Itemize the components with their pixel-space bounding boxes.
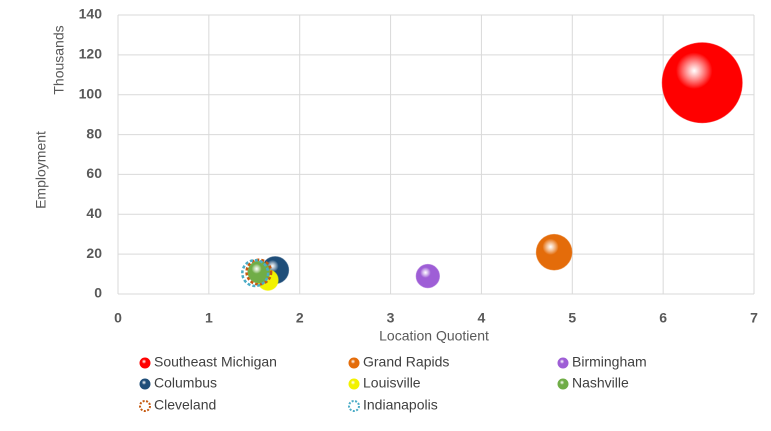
y-tick-label: 60: [86, 165, 102, 181]
bubble: [661, 42, 743, 124]
y-tick-label: 120: [79, 46, 103, 62]
legend-label: Nashville: [572, 375, 629, 391]
y-axis-label: Employment: [33, 131, 49, 209]
x-tick-label: 4: [478, 310, 486, 326]
legend-label: Grand Rapids: [363, 354, 449, 370]
x-tick-label: 5: [568, 310, 576, 326]
x-tick-label: 6: [659, 310, 667, 326]
y-tick-label: 100: [79, 85, 103, 101]
legend-marker: [139, 378, 151, 390]
legend-label: Birmingham: [572, 354, 647, 370]
x-tick-label: 2: [296, 310, 304, 326]
legend-label: Louisville: [363, 375, 421, 391]
x-tick-label: 7: [750, 310, 758, 326]
y-tick-label: 80: [86, 125, 102, 141]
y-tick-label: 20: [86, 245, 102, 261]
bubble: [535, 233, 573, 271]
legend-marker: [348, 400, 360, 412]
y-tick-label: 0: [94, 285, 102, 301]
y-tick-label: 140: [79, 6, 103, 22]
bubble: [415, 263, 440, 289]
legend-label: Indianapolis: [363, 397, 438, 413]
bubble: [245, 258, 273, 286]
legend-marker: [139, 400, 151, 412]
legend-marker: [557, 357, 569, 369]
legend-marker: [139, 357, 151, 369]
y-tick-label: 40: [86, 205, 102, 221]
legend-label: Cleveland: [154, 397, 216, 413]
x-tick-label: 0: [114, 310, 122, 326]
x-tick-label: 3: [387, 310, 395, 326]
legend-label: Southeast Michigan: [154, 354, 277, 370]
bubble: [247, 260, 271, 284]
x-tick-label: 1: [205, 310, 213, 326]
bubble: [241, 258, 270, 288]
legend-marker: [348, 378, 360, 390]
x-axis-label: Location Quotient: [379, 328, 489, 344]
legend-marker: [348, 357, 360, 369]
y-unit-label: Thousands: [51, 25, 67, 94]
legend-marker: [557, 378, 569, 390]
legend-label: Columbus: [154, 375, 217, 391]
